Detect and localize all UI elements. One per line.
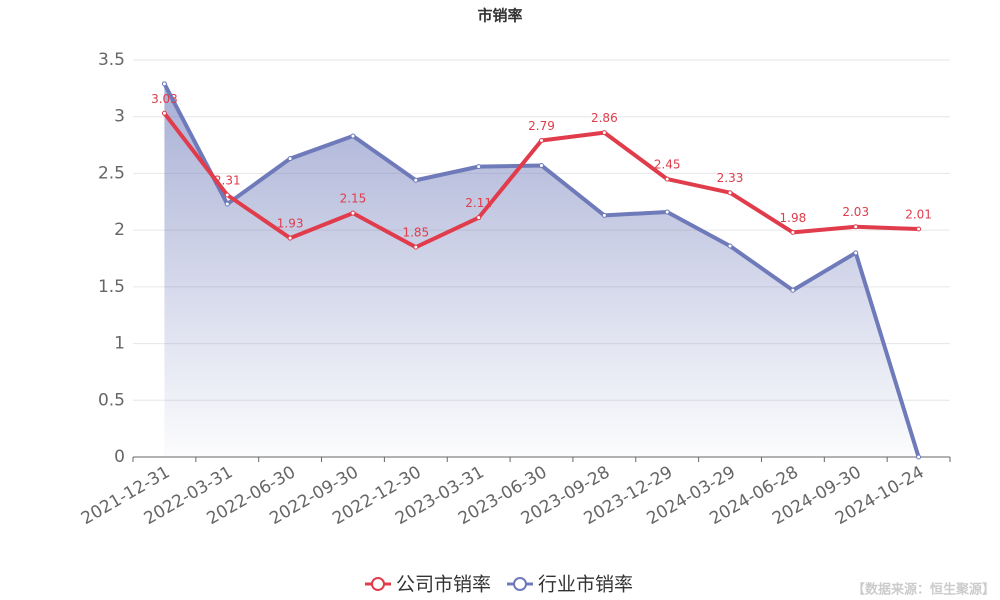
- legend-label: 公司市销率: [396, 574, 491, 596]
- chart-title: 市销率: [477, 7, 522, 25]
- point: [224, 192, 230, 198]
- data-label: 2.86: [591, 111, 618, 125]
- y-tick-label: 2: [114, 220, 125, 240]
- data-label: 2.33: [717, 171, 744, 185]
- point: [161, 110, 167, 116]
- data-label: 3.03: [151, 92, 178, 106]
- legend-label: 行业市销率: [538, 574, 633, 596]
- point: [350, 133, 356, 139]
- data-label: 2.79: [528, 119, 555, 133]
- area: [164, 83, 919, 457]
- data-label: 2.03: [842, 205, 869, 219]
- data-label: 1.98: [780, 211, 807, 225]
- point: [664, 209, 670, 215]
- point: [790, 287, 796, 293]
- legend-marker: [513, 577, 527, 591]
- point: [664, 176, 670, 182]
- legend-item[interactable]: 公司市销率: [365, 574, 491, 596]
- point: [916, 226, 922, 232]
- point: [727, 243, 733, 249]
- y-tick-label: 1.5: [98, 277, 125, 297]
- point: [476, 215, 482, 221]
- point: [727, 190, 733, 196]
- data-label: 2.31: [214, 173, 241, 187]
- point: [161, 81, 167, 87]
- point: [413, 244, 419, 250]
- y-tick-label: 3.5: [98, 50, 125, 70]
- point: [287, 235, 293, 241]
- data-label: 2.45: [654, 158, 681, 172]
- y-tick-label: 1: [114, 334, 125, 354]
- point: [916, 454, 922, 460]
- y-tick-label: 3: [114, 107, 125, 127]
- point: [539, 138, 544, 144]
- point: [853, 250, 859, 256]
- point: [476, 164, 482, 170]
- data-label: 2.01: [905, 208, 932, 222]
- source-note: 【数据来源：恒生聚源】: [852, 582, 995, 598]
- data-label: 2.11: [465, 196, 492, 210]
- data-label: 2.15: [340, 192, 367, 206]
- point: [601, 130, 607, 136]
- data-label: 1.93: [277, 217, 304, 231]
- y-tick-label: 0: [114, 447, 125, 467]
- point: [224, 201, 230, 207]
- y-tick-label: 2.5: [98, 163, 125, 183]
- legend-item[interactable]: 行业市销率: [507, 574, 633, 596]
- data-label: 1.85: [402, 226, 429, 240]
- point: [539, 162, 544, 168]
- point: [287, 156, 293, 162]
- point: [601, 212, 607, 218]
- point: [790, 229, 796, 235]
- point: [350, 210, 356, 216]
- y-tick-label: 0.5: [98, 390, 125, 410]
- legend-marker: [371, 577, 385, 591]
- point: [853, 224, 859, 230]
- point: [413, 177, 419, 183]
